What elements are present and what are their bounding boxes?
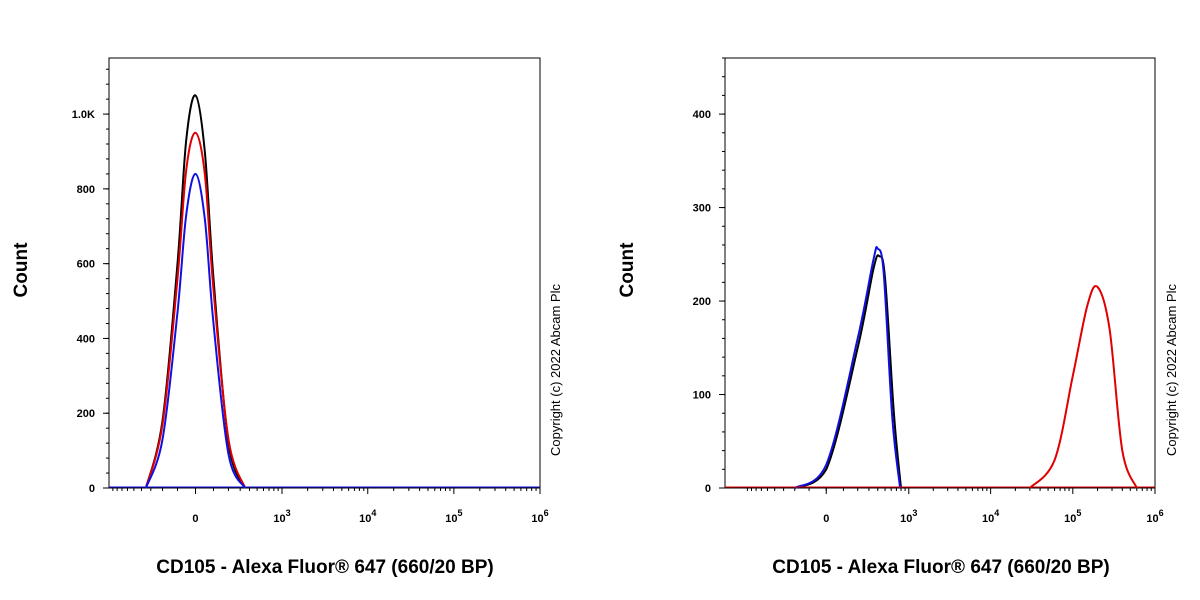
y-tick-label: 400 xyxy=(77,333,95,345)
x-tick-base: 10 xyxy=(900,513,912,525)
series-line-1 xyxy=(144,131,247,489)
x-tick-label: 105 xyxy=(445,508,462,525)
y-tick-label: 100 xyxy=(693,390,711,402)
chart-right-copyright: Copyright (c) 2022 Abcam Plc xyxy=(1164,284,1179,456)
x-tick-exponent: 6 xyxy=(544,508,549,518)
y-tick-label: 300 xyxy=(693,203,711,215)
x-tick-label: 103 xyxy=(273,508,290,525)
y-tick-label: 0 xyxy=(705,483,711,495)
x-tick-base: 10 xyxy=(982,513,994,525)
y-tick-label: 200 xyxy=(77,408,95,420)
y-tick-label: 1.0K xyxy=(72,109,95,121)
x-tick-label: 104 xyxy=(359,508,376,525)
x-tick-exponent: 3 xyxy=(912,508,917,518)
series-line-1 xyxy=(794,245,902,489)
plot-frame xyxy=(108,57,541,489)
series-line-0 xyxy=(794,254,902,489)
x-tick-exponent: 3 xyxy=(286,508,291,518)
plot-frame xyxy=(724,57,1156,489)
x-tick-exponent: 5 xyxy=(457,508,462,518)
chart-left-copyright: Copyright (c) 2022 Abcam Plc xyxy=(548,284,563,456)
series-line-2 xyxy=(1029,285,1138,489)
chart-right-ylabel: Count xyxy=(617,242,638,298)
y-tick-label: 800 xyxy=(77,184,95,196)
y-tick-label: 0 xyxy=(89,483,95,495)
x-tick-label: 0 xyxy=(192,513,198,525)
y-tick-label: 600 xyxy=(77,259,95,271)
series-line-2 xyxy=(144,172,246,489)
x-tick-exponent: 6 xyxy=(1159,508,1164,518)
chart-left-series xyxy=(109,94,540,489)
chart-left-ylabel: Count xyxy=(11,242,32,298)
x-tick-base: 10 xyxy=(1064,513,1076,525)
x-tick-base: 10 xyxy=(1146,513,1158,525)
x-tick-exponent: 4 xyxy=(994,508,999,518)
x-tick-label: 105 xyxy=(1064,508,1081,525)
x-tick-label: 104 xyxy=(982,508,999,525)
x-tick-label: 0 xyxy=(823,513,829,525)
chart-right-xlabel: CD105 - Alexa Fluor® 647 (660/20 BP) xyxy=(772,557,1110,578)
chart-right-series xyxy=(725,245,1155,489)
x-tick-label: 106 xyxy=(531,508,548,525)
x-tick-label: 106 xyxy=(1146,508,1163,525)
x-tick-label: 103 xyxy=(900,508,917,525)
x-tick-base: 10 xyxy=(273,513,285,525)
y-tick-label: 200 xyxy=(693,296,711,308)
x-tick-exponent: 5 xyxy=(1076,508,1081,518)
x-tick-exponent: 4 xyxy=(371,508,376,518)
chart-left-xlabel: CD105 - Alexa Fluor® 647 (660/20 BP) xyxy=(156,557,494,578)
x-tick-base: 10 xyxy=(445,513,457,525)
x-tick-base: 10 xyxy=(531,513,543,525)
x-tick-base: 10 xyxy=(359,513,371,525)
y-tick-label: 400 xyxy=(693,109,711,121)
